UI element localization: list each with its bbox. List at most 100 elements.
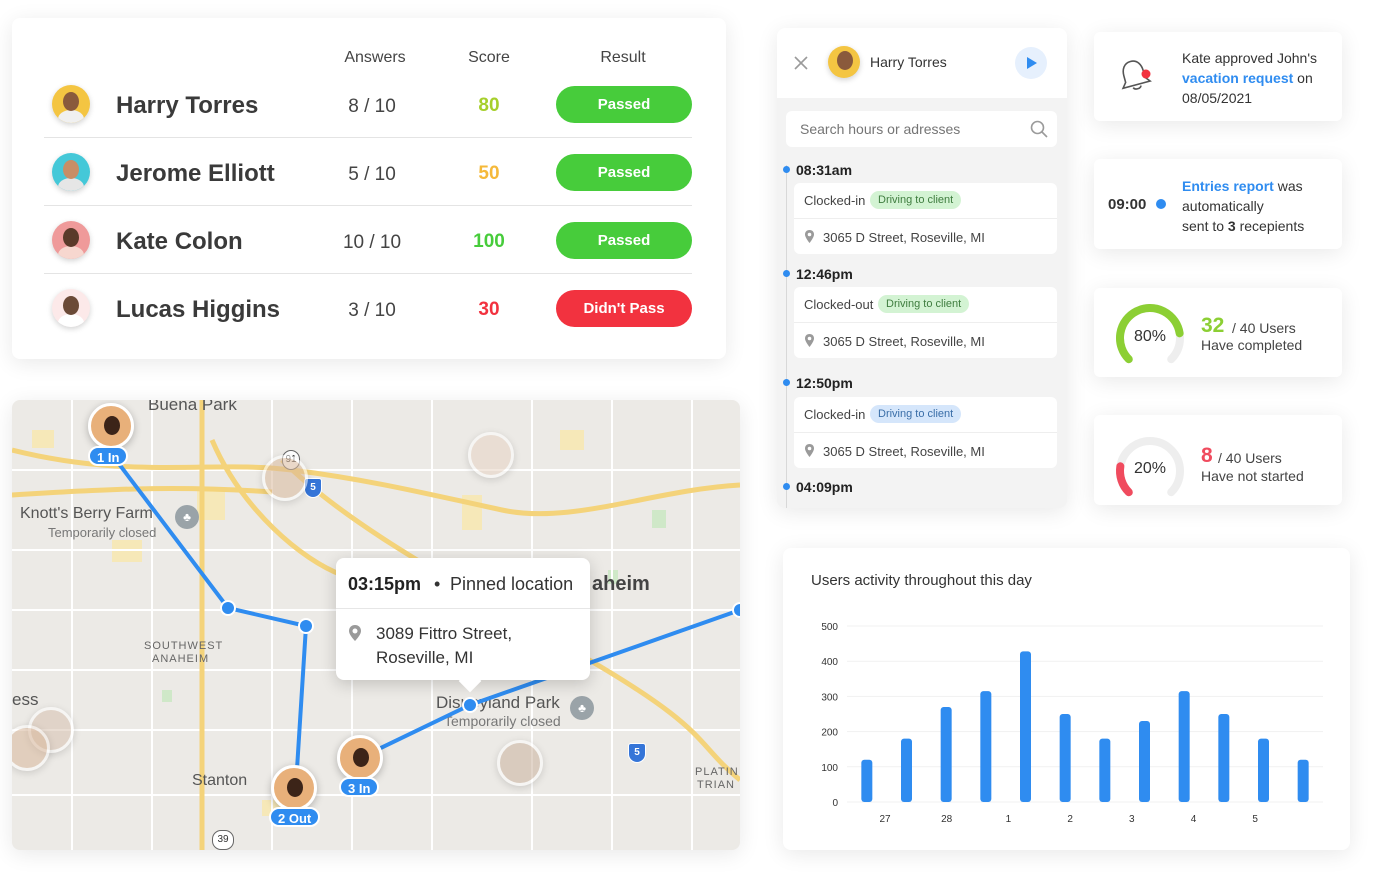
map-label: aheim bbox=[592, 573, 650, 595]
activity-bar-chart: 0 100 200 300 400 500 27 28 1 2 3 4 5 bbox=[821, 622, 1323, 825]
route-path bbox=[111, 454, 740, 786]
user-pin[interactable] bbox=[12, 725, 50, 771]
search-icon[interactable] bbox=[1030, 120, 1048, 138]
play-button[interactable] bbox=[1015, 47, 1047, 79]
chart-bar bbox=[1178, 691, 1190, 802]
result-badge: Passed bbox=[556, 222, 692, 259]
entry-status: Clocked-out bbox=[804, 297, 874, 312]
report-notification[interactable]: 09:00 Entries report was automatically s… bbox=[1094, 159, 1342, 249]
entries-report-link[interactable]: Entries report bbox=[1182, 178, 1274, 194]
route-map[interactable]: Buena Park Knott's Berry Farm Temporaril… bbox=[12, 400, 740, 850]
map-label: ess bbox=[12, 690, 39, 709]
user-pin[interactable] bbox=[497, 740, 543, 786]
table-row[interactable]: Jerome Elliott 5 / 10 50 Passed bbox=[44, 138, 692, 206]
report-time: 09:00 bbox=[1108, 196, 1147, 213]
location-pin-icon bbox=[805, 334, 814, 347]
avatar bbox=[828, 46, 860, 78]
completed-count: 32 bbox=[1201, 314, 1225, 337]
timeline-entry[interactable]: Clocked-in Driving to client 3065 D Stre… bbox=[794, 397, 1057, 468]
table-row[interactable]: Kate Colon 10 / 10 100 Passed bbox=[44, 206, 692, 274]
entry-time: 08:31am bbox=[796, 162, 853, 178]
user-name: Jerome Elliott bbox=[116, 160, 275, 187]
notification-text: Entries report was automatically sent to… bbox=[1182, 176, 1304, 236]
table-row[interactable]: Lucas Higgins 3 / 10 30 Didn't Pass bbox=[44, 274, 692, 342]
timeline-dot bbox=[783, 270, 790, 277]
vacation-request-link[interactable]: vacation request bbox=[1182, 70, 1294, 86]
close-icon[interactable] bbox=[794, 56, 808, 70]
approval-notification[interactable]: Kate approved John's vacation request on… bbox=[1094, 32, 1342, 121]
percent-label: 20% bbox=[1133, 460, 1167, 477]
y-tick-label: 100 bbox=[821, 763, 838, 774]
recipient-count: 3 bbox=[1227, 218, 1236, 234]
user-pin[interactable] bbox=[262, 455, 308, 501]
status-badge: Driving to client bbox=[870, 191, 962, 209]
answers-value: 8 / 10 bbox=[348, 96, 396, 117]
score-value: 100 bbox=[473, 231, 505, 252]
popup-bullet: • bbox=[434, 574, 441, 594]
user-pin-1[interactable] bbox=[88, 403, 134, 449]
route-shield-39: 39 bbox=[212, 830, 234, 850]
route-waypoint bbox=[732, 602, 740, 618]
answers-header: Answers bbox=[344, 49, 406, 66]
x-tick-label: 27 bbox=[879, 814, 891, 825]
status-badge: Driving to client bbox=[878, 295, 970, 313]
chart-title: Users activity throughout this day bbox=[811, 572, 1032, 589]
result-header: Result bbox=[600, 49, 646, 66]
chart-bar bbox=[1258, 738, 1269, 802]
location-pin-icon bbox=[349, 625, 361, 641]
user-pin[interactable] bbox=[468, 432, 514, 478]
answers-value: 10 / 10 bbox=[342, 232, 402, 253]
route-waypoint bbox=[462, 697, 478, 713]
chart-bar bbox=[940, 706, 952, 802]
map-label: Stanton bbox=[192, 772, 248, 789]
chart-bar bbox=[1139, 721, 1150, 802]
map-label: Temporarily closed bbox=[444, 713, 561, 729]
map-label: SOUTHWEST bbox=[144, 640, 224, 652]
address-line: Roseville, MI bbox=[376, 648, 474, 667]
timeline-user-name: Harry Torres bbox=[870, 54, 947, 70]
stat-description: Have not started bbox=[1201, 468, 1304, 484]
timeline-panel: Harry Torres 08:31am Clocked-in Driving … bbox=[777, 28, 1067, 508]
user-pin-3[interactable] bbox=[337, 735, 383, 781]
timeline-entry[interactable]: Clocked-out Driving to client 3065 D Str… bbox=[794, 287, 1057, 358]
pin-label-2-out: 2 Out bbox=[269, 807, 321, 827]
entry-status: Clocked-in bbox=[804, 407, 866, 422]
entry-status: Clocked-in bbox=[804, 193, 866, 208]
user-pin-2[interactable] bbox=[271, 765, 317, 811]
x-tick-label: 3 bbox=[1129, 814, 1135, 825]
chart-bar bbox=[980, 691, 992, 802]
pinned-location-popup[interactable]: 03:15pm • Pinned location 3089 Fittro St… bbox=[336, 558, 590, 680]
search-input[interactable] bbox=[786, 111, 1057, 147]
timeline-dot bbox=[783, 379, 790, 386]
total-users: / 40 Users bbox=[1218, 450, 1282, 466]
popup-label: Pinned location bbox=[450, 574, 574, 594]
score-value: 80 bbox=[478, 95, 500, 116]
avatar bbox=[52, 153, 90, 191]
entry-time: 12:50pm bbox=[796, 375, 853, 391]
table-row[interactable]: Harry Torres 8 / 10 80 Passed bbox=[44, 70, 692, 138]
x-tick-label: 28 bbox=[941, 814, 953, 825]
text-line: recepients bbox=[1239, 218, 1305, 234]
not-started-count: 8 bbox=[1201, 444, 1213, 467]
route-waypoint bbox=[220, 600, 236, 616]
park-icon: ♣ bbox=[175, 505, 199, 529]
entry-address: 3065 D Street, Roseville, MI bbox=[823, 334, 985, 349]
pin-label-1-in: 1 In bbox=[88, 446, 129, 466]
not-started-stat-card: 20% 8 / 40 Users Have not started bbox=[1094, 415, 1342, 505]
chart-bar bbox=[1297, 759, 1309, 802]
notification-text: Kate approved John's vacation request on… bbox=[1182, 48, 1317, 108]
avatar bbox=[52, 289, 90, 327]
score-value: 30 bbox=[478, 299, 500, 320]
score-header: Score bbox=[468, 49, 510, 66]
notification-date: 08/05/2021 bbox=[1182, 90, 1253, 106]
timeline-entry[interactable]: Clocked-in Driving to client 3065 D Stre… bbox=[794, 183, 1057, 254]
result-badge: Passed bbox=[556, 86, 692, 123]
divider bbox=[336, 608, 590, 609]
entry-time: 12:46pm bbox=[796, 266, 853, 282]
y-tick-label: 200 bbox=[821, 728, 838, 739]
timeline-dot bbox=[783, 166, 790, 173]
chart-bar bbox=[1059, 714, 1071, 802]
x-tick-label: 5 bbox=[1252, 814, 1258, 825]
user-name: Kate Colon bbox=[116, 228, 243, 255]
user-name: Harry Torres bbox=[116, 92, 259, 119]
